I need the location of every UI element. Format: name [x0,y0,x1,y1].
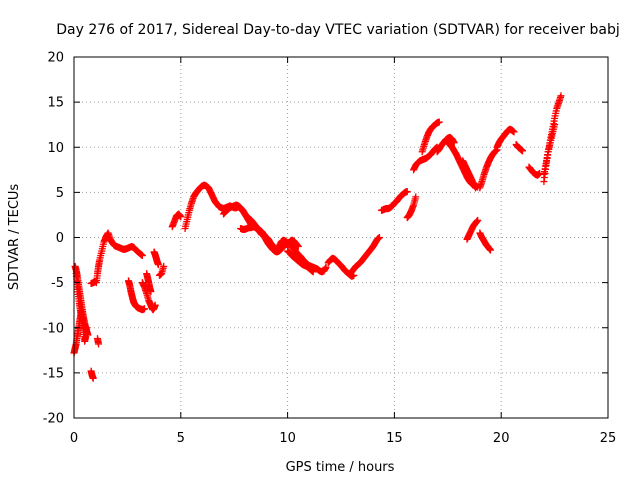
series-arc20 [284,247,317,276]
y-tick-label: -15 [43,366,64,381]
series-arc3 [72,270,87,325]
data-point-marker [154,261,162,269]
series-arc26 [418,118,443,156]
data-point-marker [84,331,92,339]
series-arc16 [237,223,266,239]
data-point-marker [91,278,99,286]
series-arc9 [138,279,159,314]
y-tick-label: -10 [43,321,64,336]
y-tick-label: -5 [51,276,64,291]
series-arc12 [155,262,168,279]
x-tick-label: 20 [493,431,510,446]
data-point-marker [412,193,420,201]
series-arc35 [525,163,544,179]
y-axis-label: SDTVAR / TECUs [7,184,22,291]
series-arc33 [493,125,518,151]
series-arc10 [143,270,155,296]
series-arc4 [87,367,97,382]
data-point-marker [160,262,168,270]
data-point-marker [294,243,302,251]
grid-lines [74,57,608,418]
series-arc6 [93,335,103,348]
data-point-marker [557,92,565,100]
series-arc37 [540,121,559,178]
data-point-marker [138,252,146,260]
y-tick-label: 20 [47,51,64,66]
data-point-marker [403,187,411,195]
series-arc11 [150,248,162,269]
data-point-marker [95,340,103,348]
chart-title: Day 276 of 2017, Sidereal Day-to-day VTE… [56,22,619,38]
data-point-marker [450,139,458,147]
series-arc32 [476,146,501,192]
series-arc13 [168,210,185,231]
series-arc34 [512,141,527,155]
x-tick-label: 25 [600,431,617,446]
x-tick-label: 10 [279,431,296,446]
data-point-marker [551,121,559,129]
y-tick-label: 10 [47,141,64,156]
data-point-marker [474,216,482,224]
data-point-marker [519,147,527,155]
data-points [70,92,565,382]
series-arc23 [378,187,411,214]
data-point-marker [140,305,148,313]
data-point-marker [435,118,443,126]
series-arc24 [403,193,420,222]
data-point-marker [375,234,383,241]
data-point-marker [147,288,155,296]
series-arc8 [124,277,148,314]
series-arc29 [459,157,480,192]
data-point-marker [322,263,330,271]
data-point-marker [89,374,97,382]
series-arc31 [476,229,495,254]
x-tick-label: 0 [70,431,78,446]
data-point-marker [309,268,317,276]
series-arc22 [348,234,383,276]
data-point-marker [151,301,159,309]
x-axis-label: GPS time / hours [286,460,395,475]
data-point-marker [510,128,518,136]
data-point-marker [487,246,495,254]
y-tick-label: -20 [43,412,64,427]
x-tick-label: 15 [386,431,403,446]
axes: 0 5 10 15 20 25 -20 -15 -10 -5 0 5 10 15 20 [43,51,617,447]
data-point-marker [79,317,87,325]
series-arc30 [463,216,482,243]
x-tick-label: 5 [177,431,185,446]
y-tick-label: 5 [56,186,64,201]
series-arc7 [92,229,146,287]
y-tick-label: 0 [56,231,64,246]
y-tick-label: 15 [47,96,64,111]
data-point-marker [177,213,185,221]
